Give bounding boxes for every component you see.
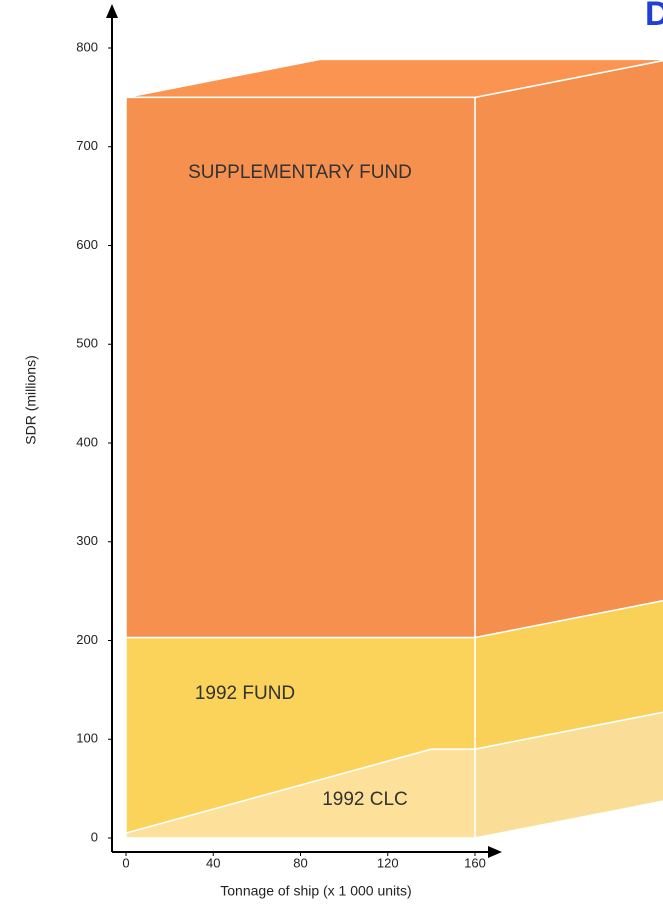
x-axis-arrow [488,846,502,858]
y-axis-title: SDR (millions) [23,355,39,444]
y-tick-label: 600 [76,237,98,252]
x-tick-label: 160 [464,855,486,870]
y-tick-label: 200 [76,632,98,647]
area-label: 1992 FUND [194,683,296,704]
y-tick-label: 0 [91,829,98,844]
y-tick-label: 400 [76,434,98,449]
x-tick-label: 40 [206,855,220,870]
y-tick-label: 800 [76,39,98,54]
y-tick-label: 500 [76,336,98,351]
side-face [474,59,663,639]
heading: D [645,0,663,33]
x-tick-label: 0 [122,855,129,870]
y-tick-label: 300 [76,533,98,548]
x-tick-label: 120 [377,855,399,870]
x-tick-label: 80 [293,855,307,870]
x-axis-title: Tonnage of ship (x 1 000 units) [220,883,411,899]
area-label: SUPPLEMENTARY FUND [188,162,412,183]
area-label: 1992 CLC [322,789,408,810]
y-tick-label: 100 [76,731,98,746]
area [125,96,476,639]
y-axis-arrow [106,4,118,18]
y-tick-label: 700 [76,138,98,153]
